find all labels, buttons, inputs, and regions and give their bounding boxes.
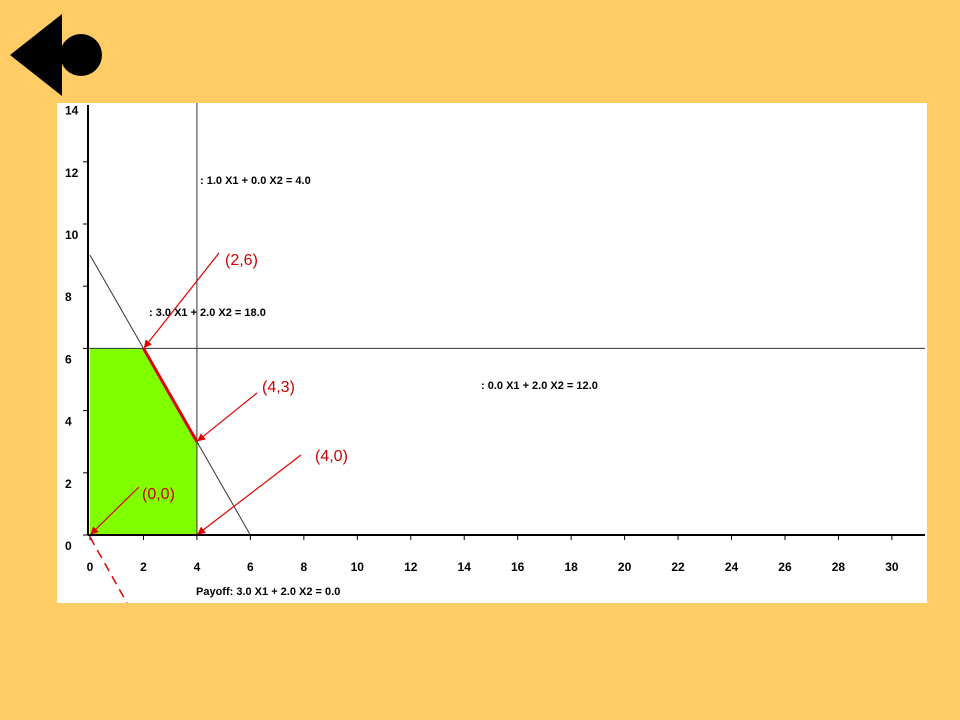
constraint-label-2: : 3.0 X1 + 2.0 X2 = 18.0 [149,307,266,319]
x-tick-label-10: 10 [351,560,365,574]
point-arrow-4 [90,486,140,535]
y-tick-label-2: 2 [65,477,72,491]
point-arrow-3 [197,454,302,535]
y-tick-label-4: 4 [65,415,72,429]
x-tick-label-20: 20 [618,560,632,574]
x-tick-label-0: 0 [87,560,94,574]
constraint-label-3: : 0.0 X1 + 2.0 X2 = 12.0 [481,380,598,392]
x-tick-label-6: 6 [247,560,254,574]
lp-graph: 0 2 4 6 8 10 12 14 16 18 20 22 24 26 28 30 0 2 4 6 8 10 12 14: … [57,103,927,603]
x-tick-label-16: 16 [511,560,525,574]
y-tick-label-14: 14 [65,104,79,118]
x-tick-label-12: 12 [404,560,418,574]
point-label-4: (0,0) [142,486,175,503]
x-tick-label-26: 26 [778,560,792,574]
x-tick-label-24: 24 [725,560,739,574]
x-tick-label-8: 8 [300,560,307,574]
y-tick-label-12: 12 [65,166,79,180]
back-triangle [10,14,62,96]
point-label-3: (4,0) [315,448,348,465]
feasible-region [90,348,197,535]
x-tick-label-22: 22 [671,560,685,574]
x-tick-label-14: 14 [458,560,472,574]
y-tick-label-0: 0 [65,539,72,553]
point-label-2: (4,3) [262,379,295,396]
optimal-edge [142,347,199,443]
y-tick-label-8: 8 [65,290,72,304]
x-tick-label-28: 28 [832,560,846,574]
x-tick-label-18: 18 [564,560,578,574]
y-tick-label-6: 6 [65,352,72,366]
lp-chart-svg: 0 2 4 6 8 10 12 14 16 18 20 22 24 26 28 3002468101214: … [65,103,925,603]
back-circle [60,34,102,76]
x-tick-label-2: 2 [140,560,147,574]
point-arrow-1 [143,252,220,349]
point-arrow-2 [197,392,258,442]
x-tick-label-30: 30 [885,560,899,574]
x-tick-label-4: 4 [194,560,201,574]
back-arrow-icon [10,14,102,96]
payoff-line [89,536,128,603]
constraint-label-1: : 1.0 X1 + 0.0 X2 = 4.0 [200,175,311,187]
point-label-1: (2,6) [225,252,258,269]
back-button[interactable] [10,14,106,96]
y-tick-label-10: 10 [65,228,79,242]
payoff-label: Payoff: 3.0 X1 + 2.0 X2 = 0.0 [196,586,340,598]
